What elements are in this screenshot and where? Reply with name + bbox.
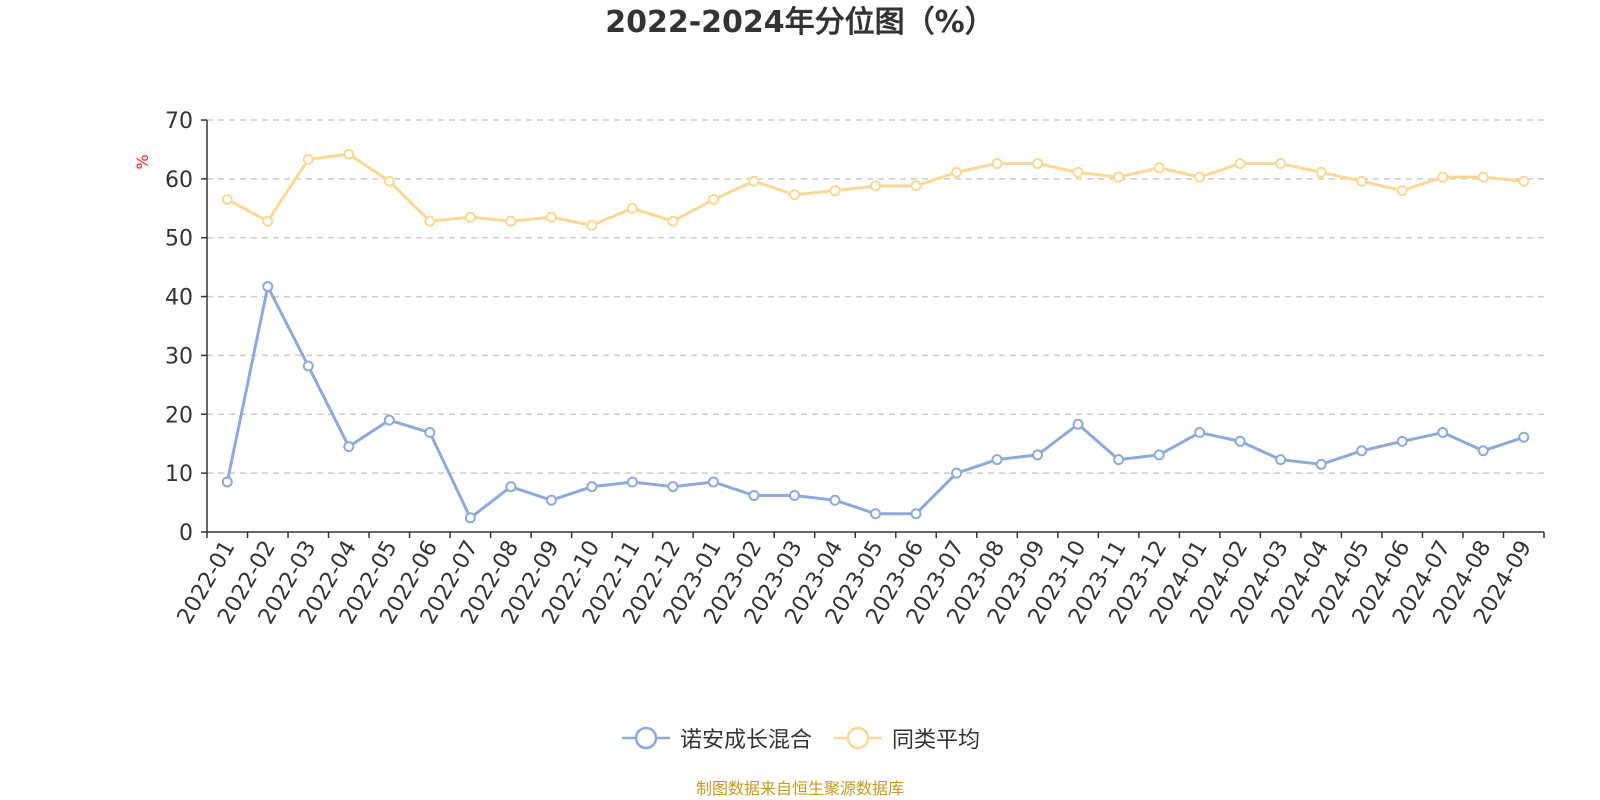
data-point [424, 215, 436, 227]
data-point [505, 215, 517, 227]
series-line-0 [225, 285, 1525, 520]
y-tick-label: 0 [179, 521, 193, 546]
data-point [788, 189, 800, 201]
data-point [870, 180, 881, 192]
data-point [586, 219, 598, 231]
data-point [1153, 162, 1165, 174]
data-point [1356, 445, 1368, 457]
chart-title: 2022-2024年分位图（%） [605, 5, 995, 40]
data-point [424, 427, 436, 439]
data-point [221, 193, 233, 205]
data-point [1315, 458, 1327, 470]
y-tick-label: 40 [165, 286, 193, 311]
y-tick-label: 30 [165, 344, 193, 369]
y-axis-label: % [133, 154, 152, 169]
data-point [464, 211, 476, 223]
y-tick-label: 70 [165, 109, 193, 134]
data-point [383, 414, 395, 426]
data-point [1113, 454, 1125, 466]
data-point [626, 202, 638, 214]
data-point [667, 215, 679, 227]
data-point [991, 454, 1003, 466]
data-point [262, 281, 274, 293]
data-point [221, 476, 233, 488]
data-point [1437, 427, 1449, 439]
data-point [1072, 418, 1084, 430]
data-point [1194, 427, 1206, 439]
grid-layer [207, 119, 1544, 474]
data-point [545, 494, 557, 506]
data-point [829, 494, 841, 506]
y-tick-label: 10 [165, 462, 193, 487]
data-point [1275, 158, 1287, 170]
data-point [1477, 171, 1489, 183]
data-point [343, 441, 355, 453]
data-point [545, 211, 557, 223]
y-tick-label: 60 [165, 168, 193, 193]
data-point [1437, 171, 1449, 183]
legend-item-0[interactable]: 诺安成长混合 [620, 722, 812, 754]
data-point [1396, 435, 1408, 447]
y-tick-label: 50 [165, 227, 193, 252]
data-point [991, 158, 1003, 170]
data-point [667, 481, 679, 493]
data-point [707, 193, 719, 205]
data-point [505, 481, 517, 493]
data-point [1315, 166, 1327, 178]
data-point [1072, 166, 1084, 178]
data-point [748, 490, 760, 502]
data-point [1234, 435, 1246, 447]
data-point [910, 508, 922, 520]
legend-marker-icon [834, 726, 882, 750]
legend-marker-icon [621, 726, 670, 750]
data-point [951, 166, 963, 178]
data-point [1153, 449, 1165, 461]
data-point [302, 153, 314, 165]
data-point [870, 508, 881, 520]
data-point [1518, 431, 1530, 443]
data-point [1113, 171, 1125, 183]
data-point [626, 476, 638, 488]
data-point [262, 215, 274, 227]
data-point [464, 512, 476, 524]
data-point [1477, 445, 1489, 457]
series-layer [221, 148, 1530, 524]
data-point [1032, 158, 1044, 170]
data-point [1518, 175, 1530, 187]
data-point [1396, 185, 1408, 197]
legend-item-1[interactable]: 同类平均 [832, 722, 980, 754]
legend: 诺安成长混合 同类平均 [0, 722, 1600, 757]
data-point [788, 490, 800, 502]
data-point [1234, 158, 1246, 170]
data-point [707, 476, 719, 488]
legend-label: 诺安成长混合 [679, 728, 812, 753]
data-point [910, 180, 922, 192]
data-point [1194, 171, 1206, 183]
data-point [951, 467, 963, 479]
data-point [1032, 449, 1044, 461]
data-point [748, 175, 760, 187]
data-point [586, 481, 598, 493]
data-point [302, 360, 314, 372]
source-note: 制图数据来自恒生聚源数据库 [695, 779, 904, 798]
data-point [343, 148, 355, 160]
data-point [829, 185, 841, 197]
legend-label: 同类平均 [892, 728, 981, 753]
data-point [383, 175, 395, 187]
data-point [1275, 454, 1287, 466]
y-tick-label: 20 [165, 403, 193, 428]
data-point [1356, 175, 1368, 187]
